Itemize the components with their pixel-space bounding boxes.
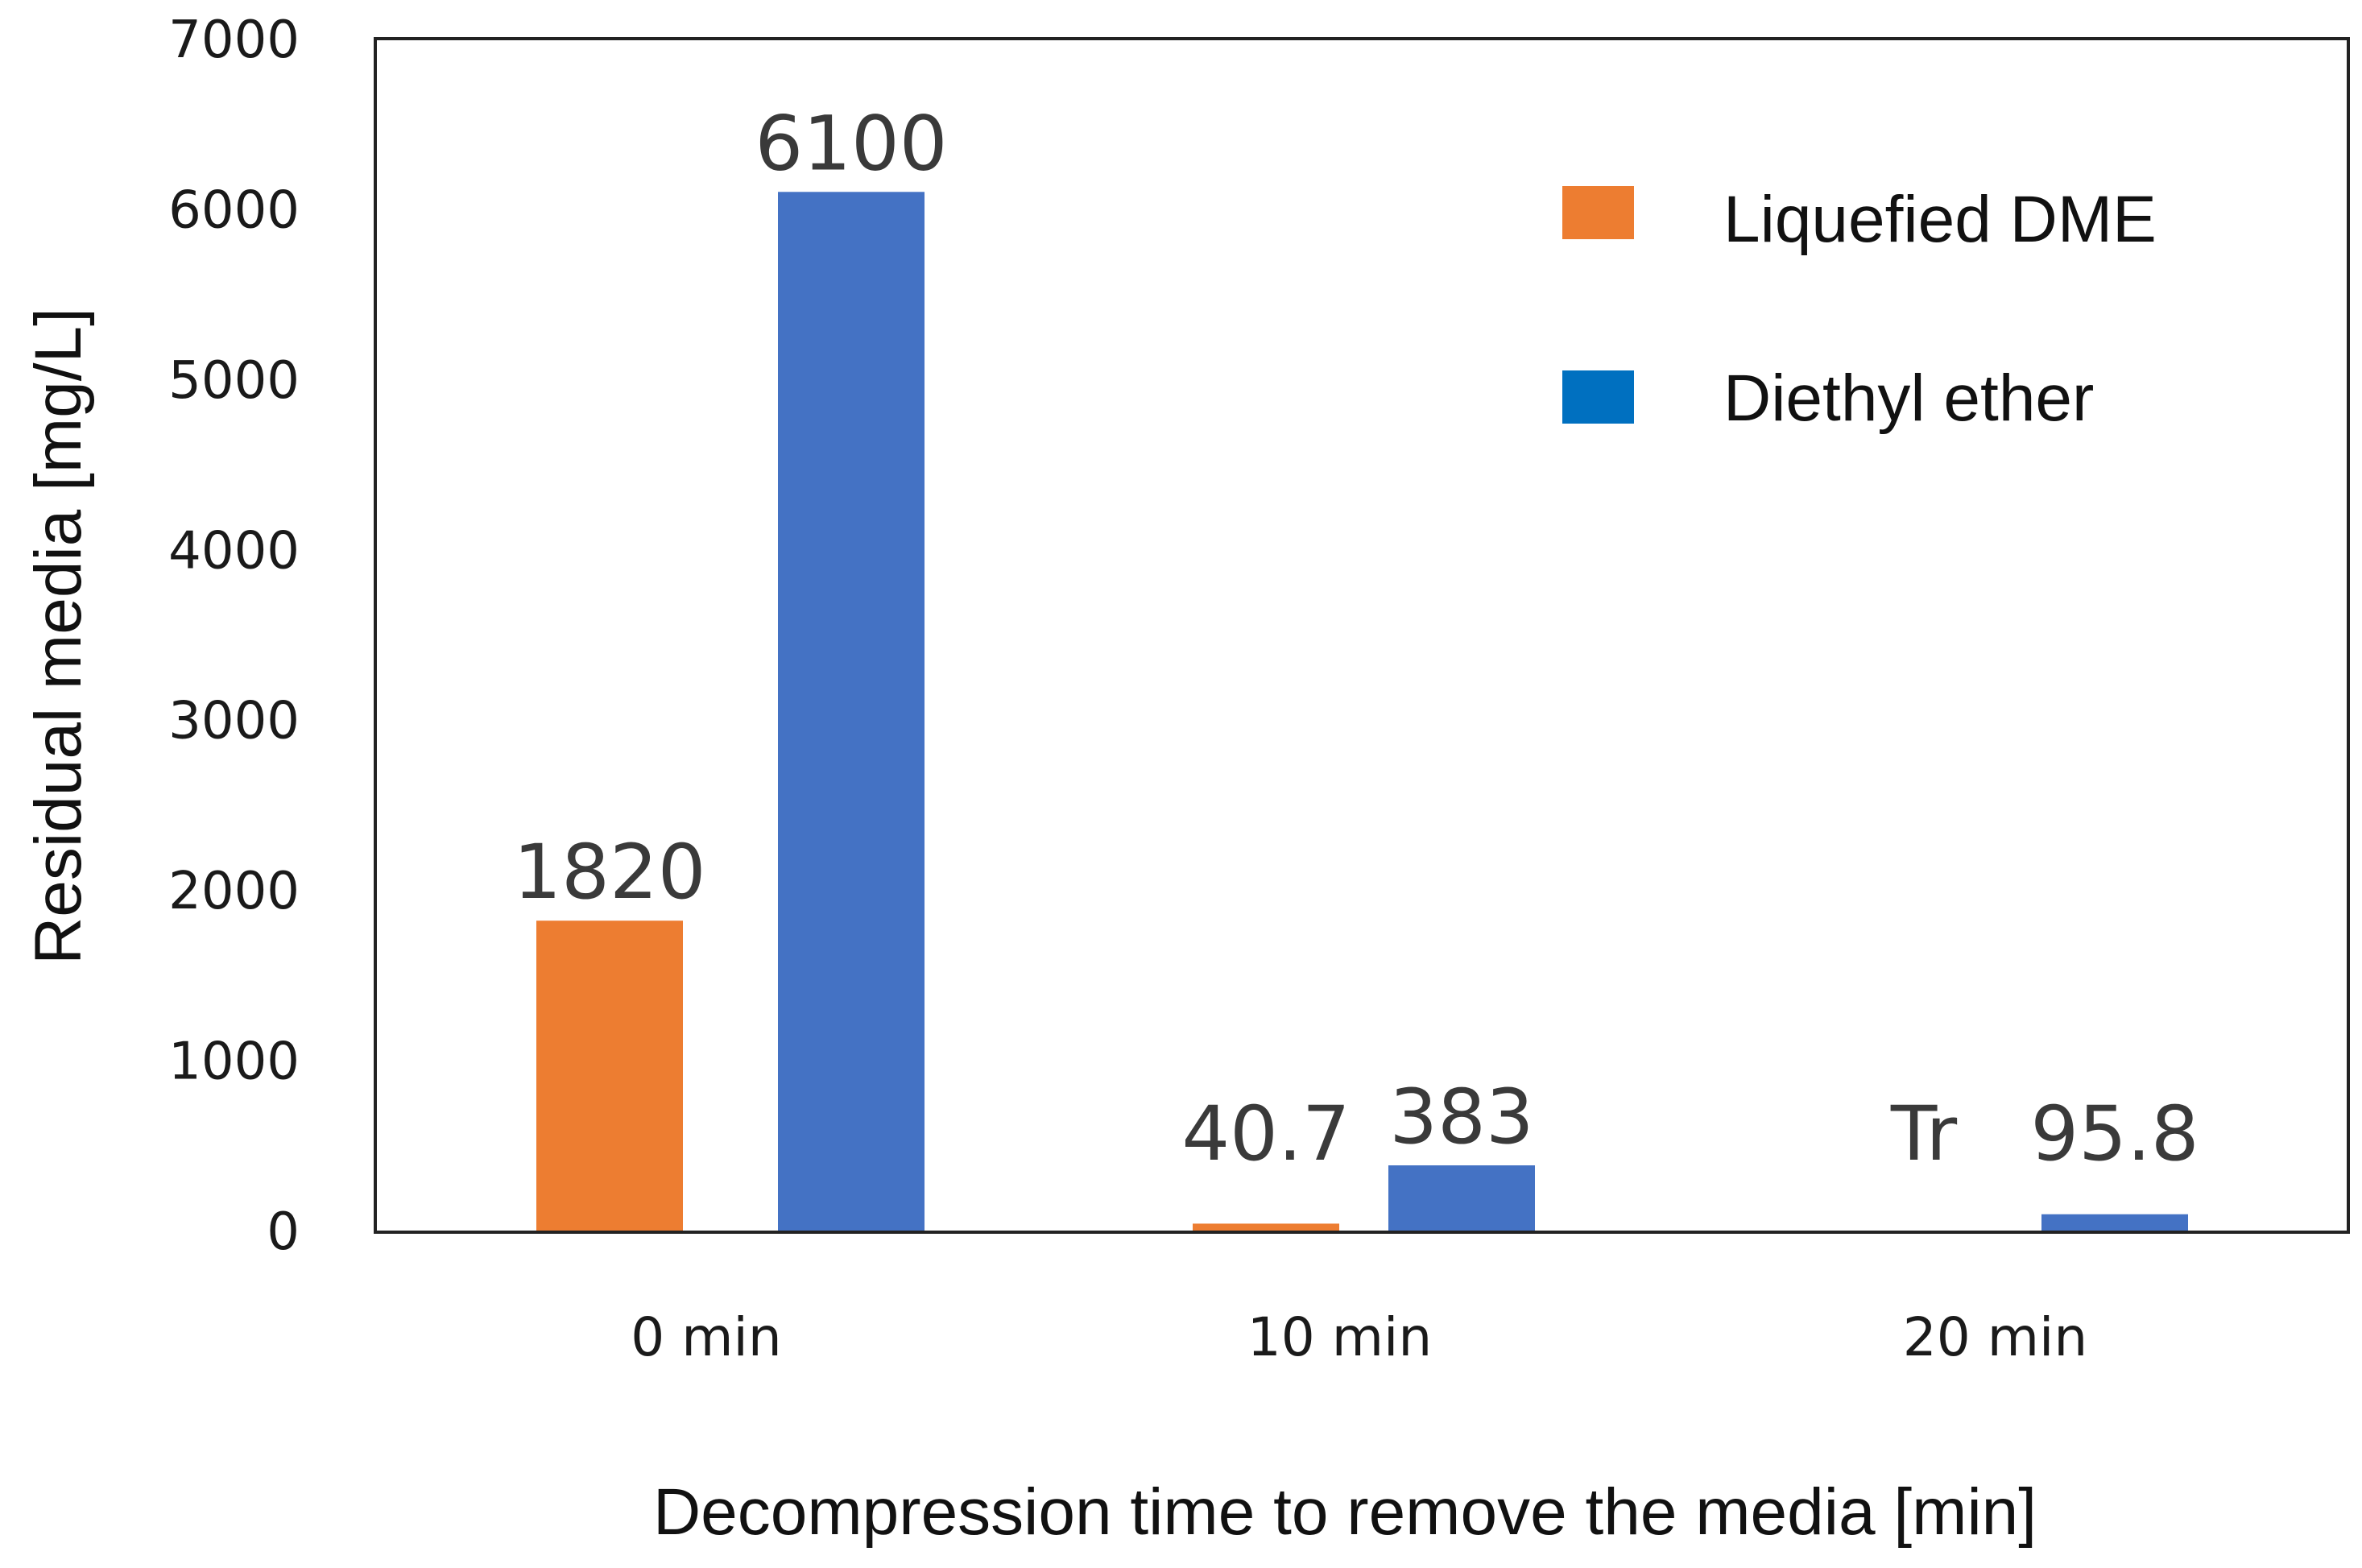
y-tick-label-6000: 6000 <box>168 180 300 240</box>
x-axis-title: Decompression time to remove the media [… <box>653 1475 2037 1549</box>
plot-frame <box>374 37 2350 1234</box>
bar-diethyl-ether-10-min <box>1388 1165 1535 1231</box>
data-label-liquefied-dme-20-min: Tr <box>1890 1090 1958 1178</box>
bar-diethyl-ether-20-min <box>2041 1214 2188 1231</box>
x-category-label-20-min: 20 min <box>1903 1306 2087 1368</box>
y-tick-label-1000: 1000 <box>168 1032 300 1092</box>
legend-label-liquefied-dme: Liquefied DME <box>1723 183 2157 256</box>
y-tick-label-0: 0 <box>267 1202 300 1262</box>
y-tick-label-4000: 4000 <box>168 521 300 581</box>
bar-liquefied-dme-10-min <box>1193 1223 1339 1231</box>
legend-label-diethyl-ether: Diethyl ether <box>1723 362 2094 435</box>
legend-swatch-liquefied-dme <box>1562 186 1634 239</box>
x-category-label-10-min: 10 min <box>1247 1306 1432 1368</box>
bar-diethyl-ether-0-min <box>778 192 925 1231</box>
data-label-diethyl-ether-0-min: 6100 <box>755 100 947 188</box>
y-tick-label-3000: 3000 <box>168 692 300 751</box>
data-label-liquefied-dme-0-min: 1820 <box>513 829 705 916</box>
y-tick-label-5000: 5000 <box>168 351 300 411</box>
y-tick-label-2000: 2000 <box>168 862 300 921</box>
legend: Liquefied DME Diethyl ether <box>1562 183 2157 435</box>
data-label-liquefied-dme-10-min: 40.7 <box>1181 1090 1350 1178</box>
data-label-diethyl-ether-10-min: 383 <box>1389 1074 1533 1161</box>
y-tick-label-7000: 7000 <box>168 10 300 70</box>
x-category-label-0-min: 0 min <box>631 1306 781 1368</box>
y-axis-title: Residual media [mg/L] <box>22 308 95 965</box>
legend-swatch-diethyl-ether <box>1562 370 1634 424</box>
bar-liquefied-dme-0-min <box>536 921 683 1231</box>
data-label-diethyl-ether-20-min: 95.8 <box>2030 1090 2199 1178</box>
